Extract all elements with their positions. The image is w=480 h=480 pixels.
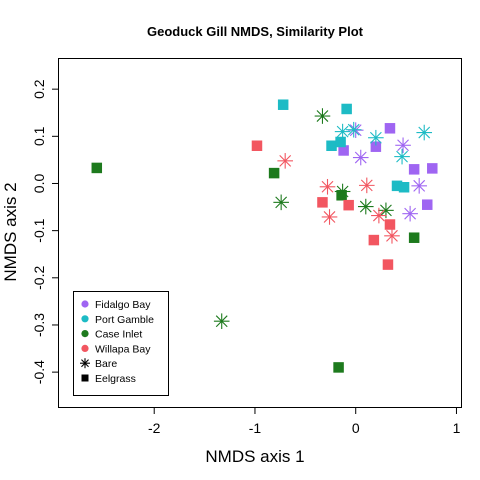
- point-case-inlet-bare: [334, 183, 351, 200]
- point-willapa-bay-eelgrass: [368, 234, 380, 246]
- point-fidalgo-bay-eelgrass: [338, 145, 349, 156]
- y-tick-label: 0.0: [31, 174, 47, 194]
- point-case-inlet-bare: [314, 108, 331, 124]
- x-tick-label: 1: [453, 420, 461, 436]
- point-port-gamble-bare: [334, 123, 351, 140]
- y-tick-label: -0.2: [31, 266, 47, 290]
- legend-box: [73, 291, 169, 396]
- point-case-inlet-eelgrass: [268, 167, 280, 179]
- point-port-gamble-eelgrass: [391, 180, 403, 192]
- point-willapa-bay-bare: [371, 207, 387, 224]
- data-points: [91, 99, 438, 373]
- point-port-gamble-bare: [368, 129, 384, 146]
- point-case-inlet-bare: [273, 194, 289, 211]
- legend-label-bare: Bare: [95, 358, 117, 370]
- point-port-gamble-bare: [394, 148, 410, 165]
- point-willapa-bay-eelgrass: [343, 199, 354, 211]
- legend-label-eelgrass: Eelgrass: [95, 373, 136, 385]
- legend: Fidalgo Bay Port Gamble Case Inlet Willapa …: [73, 291, 169, 396]
- point-case-inlet-eelgrass: [336, 190, 347, 201]
- legend-label-case-inlet: Case Inlet: [95, 329, 142, 341]
- legend-symbol-eelgrass: [81, 374, 89, 382]
- point-port-gamble-eelgrass: [326, 140, 337, 151]
- y-tick-label: -0.1: [31, 218, 47, 242]
- y-tick-label: -0.4: [31, 360, 47, 384]
- legend-label-port-gamble: Port Gamble: [95, 314, 154, 326]
- legend-swatch-port-gamble: [81, 315, 89, 323]
- point-fidalgo-bay-bare: [411, 178, 427, 194]
- point-willapa-bay-bare: [384, 228, 400, 244]
- legend-swatch-fidalgo-bay: [81, 300, 89, 308]
- point-port-gamble-eelgrass: [277, 99, 289, 110]
- legend-label-fidalgo-bay: Fidalgo Bay: [95, 299, 151, 311]
- point-case-inlet-eelgrass: [408, 232, 420, 243]
- y-tick-label: -0.3: [31, 313, 47, 337]
- point-port-gamble-bare: [345, 121, 362, 138]
- legend-label-willapa-bay: Willapa Bay: [95, 343, 151, 355]
- point-port-gamble-eelgrass: [341, 103, 352, 115]
- point-fidalgo-bay-eelgrass: [384, 123, 396, 134]
- x-axis: -2 -1 0 1: [148, 407, 461, 436]
- point-willapa-bay-bare: [277, 153, 293, 169]
- point-willapa-bay-bare: [321, 209, 338, 225]
- point-fidalgo-bay-bare: [395, 137, 411, 154]
- point-willapa-bay-eelgrass: [317, 197, 328, 208]
- y-tick-label: 0.1: [31, 126, 47, 146]
- point-willapa-bay-eelgrass: [382, 259, 394, 270]
- y-axis: -0.4 -0.3 -0.2 -0.1 0.0 0.1 0.2: [31, 79, 59, 384]
- point-case-inlet-bare: [357, 198, 374, 215]
- point-case-inlet-eelgrass: [91, 162, 103, 174]
- legend-swatch-willapa-bay: [81, 344, 89, 352]
- point-fidalgo-bay-eelgrass: [421, 199, 433, 210]
- chart-title: Geoduck Gill NMDS, Similarity Plot: [147, 24, 364, 39]
- point-case-inlet-eelgrass: [333, 362, 344, 373]
- point-port-gamble-eelgrass: [398, 182, 410, 193]
- legend-swatch-case-inlet: [81, 330, 89, 338]
- y-axis-label: NMDS axis 2: [1, 182, 20, 281]
- x-tick-label: 0: [352, 420, 360, 436]
- point-willapa-bay-bare: [319, 178, 336, 195]
- point-willapa-bay-eelgrass: [384, 219, 396, 230]
- y-tick-label: 0.2: [31, 79, 47, 99]
- point-fidalgo-bay-eelgrass: [408, 164, 420, 175]
- x-axis-label: NMDS axis 1: [205, 447, 304, 466]
- point-fidalgo-bay-eelgrass: [427, 163, 438, 174]
- point-port-gamble-bare: [416, 124, 433, 141]
- point-willapa-bay-bare: [358, 177, 375, 194]
- x-tick-label: -1: [249, 420, 262, 436]
- point-port-gamble-eelgrass: [335, 136, 346, 148]
- point-willapa-bay-eelgrass: [251, 140, 263, 151]
- point-case-inlet-bare: [213, 313, 230, 329]
- point-fidalgo-bay-eelgrass: [370, 141, 382, 152]
- legend-symbol-bare: [80, 358, 90, 369]
- point-fidalgo-bay-bare: [402, 205, 418, 222]
- x-tick-label: -2: [148, 420, 161, 436]
- point-fidalgo-bay-bare: [352, 149, 369, 166]
